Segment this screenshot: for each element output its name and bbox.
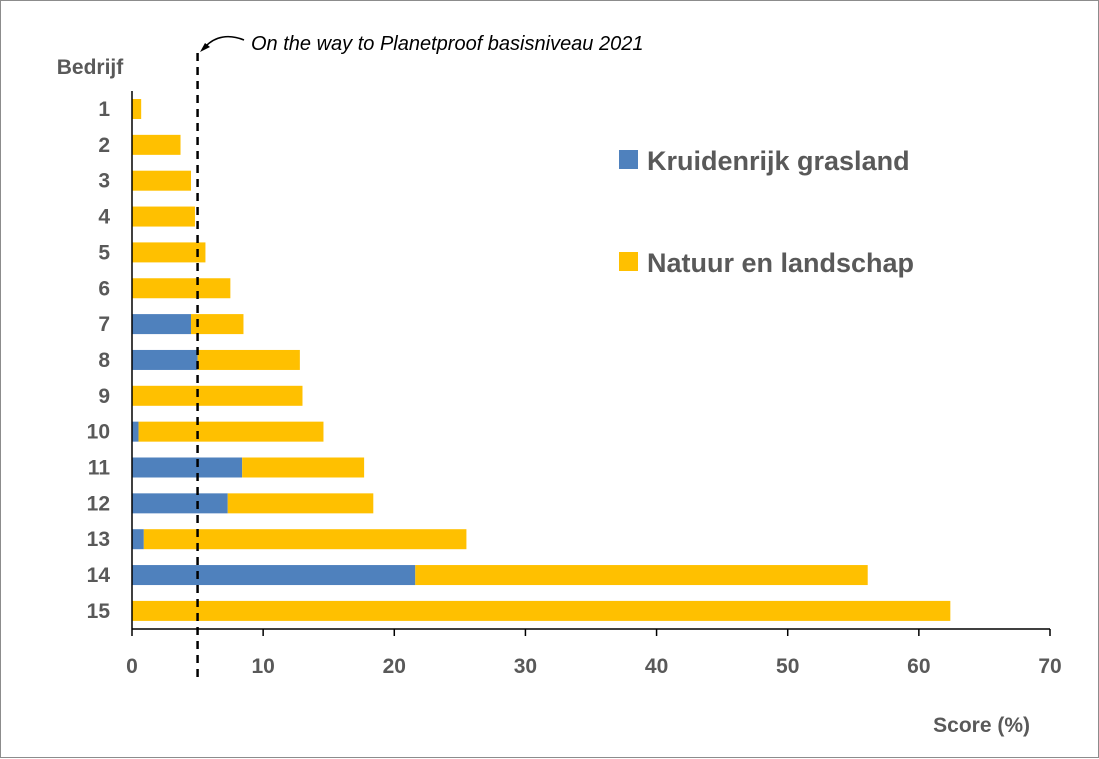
bar-6-series-1 [132,278,231,299]
bar-11-series-1 [242,457,365,478]
y-tick-label-13: 13 [87,528,110,551]
bar-3-series-1 [132,170,192,191]
bar-10-series-0 [132,421,139,442]
reference-label: On the way to Planetproof basisniveau 20… [251,33,643,55]
y-tick-label-8: 8 [98,349,110,372]
bar-8-series-1 [197,349,300,370]
bar-12-series-1 [227,493,374,514]
x-tick-label-50: 50 [776,655,799,678]
y-tick-label-14: 14 [87,564,111,587]
bar-7-series-1 [191,314,244,335]
y-tick-label-15: 15 [87,600,111,623]
y-tick-label-11: 11 [88,457,111,480]
legend: Kruidenrijk grasland Natuur en landschap [619,146,914,278]
y-tick-label-3: 3 [98,170,110,193]
y-tick-label-10: 10 [87,421,110,444]
axes-layer [131,91,1051,636]
bar-4-series-1 [132,206,195,227]
y-tick-label-2: 2 [98,134,110,157]
bar-2-series-1 [132,134,181,155]
legend-swatch-1 [619,252,638,271]
bar-7-series-0 [132,314,192,335]
y-tick-label-6: 6 [98,277,110,300]
x-tick-label-0: 0 [126,655,138,678]
y-tick-label-12: 12 [87,492,110,515]
x-tick-label-60: 60 [907,655,930,678]
y-tick-label-4: 4 [98,206,110,229]
bar-5-series-1 [132,242,206,263]
y-axis-title: Bedrijf [57,56,125,79]
legend-label-0: Kruidenrijk grasland [647,146,910,176]
x-tick-label-40: 40 [645,655,668,678]
bar-8-series-0 [132,349,198,370]
x-tick-label-10: 10 [251,655,274,678]
bar-10-series-1 [138,421,324,442]
y-tick-label-7: 7 [98,313,110,336]
reference-annotation: On the way to Planetproof basisniveau 20… [196,33,643,677]
bars-layer [132,99,951,621]
y-tick-label-9: 9 [98,385,110,408]
bar-1-series-1 [132,99,142,119]
bar-13-series-1 [143,529,467,550]
bar-15-series-1 [132,600,951,621]
bar-13-series-0 [132,529,144,550]
bar-14-series-0 [132,565,416,586]
legend-swatch-0 [619,150,638,169]
reference-arrowhead [200,43,210,52]
bar-9-series-1 [132,385,303,406]
x-tick-label-30: 30 [514,655,537,678]
y-tick-label-5: 5 [98,241,110,264]
reference-arrow [204,35,245,48]
y-tick-label-1: 1 [98,98,110,121]
bar-12-series-0 [132,493,228,514]
legend-label-1: Natuur en landschap [647,248,914,278]
x-axis-title: Score (%) [933,714,1030,737]
x-tick-label-70: 70 [1038,655,1061,678]
bar-11-series-0 [132,457,243,478]
bar-14-series-1 [415,565,868,586]
x-tick-label-20: 20 [383,655,406,678]
